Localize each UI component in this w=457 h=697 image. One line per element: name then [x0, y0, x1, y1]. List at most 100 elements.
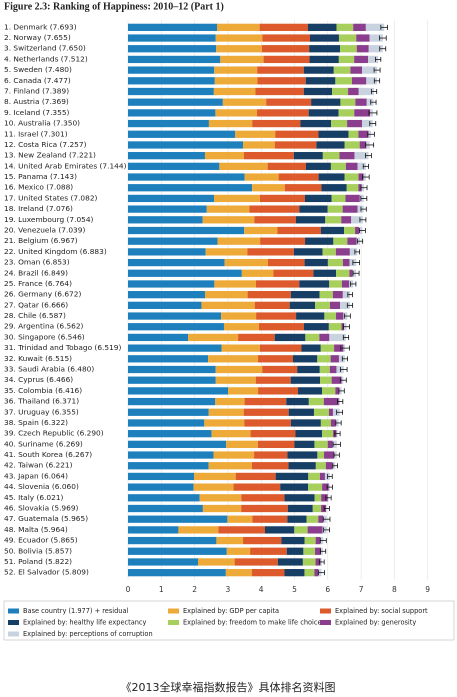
- bar-segment: [304, 194, 332, 203]
- bar-segment: [318, 515, 324, 523]
- bar-segment: [314, 440, 328, 448]
- bar-segment: [315, 536, 321, 545]
- bar-segment: [128, 355, 209, 363]
- bar-segment: [355, 98, 367, 106]
- bar-segment: [365, 23, 385, 31]
- bar-segment: [309, 34, 339, 42]
- bar-segment: [354, 109, 371, 117]
- y-tick-label: 28. Chile (6.587): [4, 311, 66, 320]
- chart-title: Figure 2.3: Ranking of Happiness: 2010–1…: [4, 1, 224, 12]
- bar-segment: [267, 162, 306, 170]
- bar-segment: [208, 355, 259, 363]
- error-bar: [362, 163, 369, 169]
- bar-segment: [252, 515, 288, 523]
- bar-segment: [295, 216, 326, 224]
- bar-segment: [299, 205, 328, 213]
- bar-segment: [359, 141, 367, 149]
- y-tick-label: 47. Guatemala (5.965): [4, 514, 88, 523]
- bar-segment: [325, 216, 342, 224]
- bar-segment: [221, 312, 257, 320]
- y-tick-label: 12. Costa Rica (7.257): [4, 140, 87, 149]
- bar-segment: [327, 440, 333, 448]
- y-tick-label: 5. Sweden (7.480): [4, 65, 72, 74]
- bar-segment: [193, 483, 234, 491]
- bar-segment: [128, 462, 209, 470]
- x-tick-label: 2: [192, 585, 197, 594]
- bar-segment: [214, 77, 258, 85]
- bar-segment: [358, 184, 362, 192]
- bar-segment: [266, 98, 312, 106]
- bar-segment: [341, 280, 350, 288]
- bar-segment: [128, 301, 202, 309]
- y-tick-label: 21. Belgium (6.967): [4, 236, 78, 245]
- y-tick-label: 25. France (6.764): [4, 279, 72, 288]
- error-bar: [340, 367, 348, 372]
- bar-segment: [325, 462, 333, 470]
- bar-segment: [257, 77, 306, 85]
- y-tick-label: 4. Netherlands (7.512): [4, 54, 88, 63]
- bar-segment: [349, 269, 353, 277]
- error-bar: [369, 121, 377, 127]
- bar-segment: [241, 504, 288, 513]
- bar-segment: [128, 87, 214, 96]
- error-bar: [318, 570, 325, 576]
- bar-segment: [264, 526, 295, 534]
- y-tick-label: 33. Saudi Arabia (6.480): [4, 365, 94, 374]
- bar-segment: [320, 226, 345, 235]
- error-bar: [340, 345, 350, 351]
- bar-segment: [235, 472, 276, 481]
- y-tick-label: 26. Germany (6.672): [4, 290, 81, 299]
- bar-segment: [247, 248, 294, 256]
- bar-segment: [244, 173, 279, 181]
- bar-segment: [128, 365, 216, 374]
- bar-segment: [213, 451, 255, 459]
- bar-segment: [324, 312, 337, 320]
- bar-segment: [319, 291, 333, 299]
- y-tick-label: 44. Slovenia (6.060): [4, 482, 79, 491]
- bar-segment: [219, 162, 268, 170]
- bar-segment: [356, 34, 370, 42]
- bar-segment: [250, 547, 287, 555]
- legend-label: Explained by: social support: [335, 607, 428, 615]
- y-tick-label: 34. Cyprus (6.466): [4, 375, 73, 384]
- bar-segment: [339, 301, 350, 309]
- bar-segment: [319, 333, 330, 342]
- bar-segment: [315, 301, 330, 309]
- bar-segment: [223, 323, 259, 331]
- y-tick-label: 30. Singapore (6.546): [4, 332, 85, 341]
- bar-segment: [128, 55, 221, 64]
- bar-segment: [303, 66, 334, 74]
- bar-segment: [316, 141, 345, 149]
- bar-segment: [197, 558, 235, 566]
- legend-label: Explained by: healthy life expectancy: [23, 619, 147, 627]
- legend-label: Explained by: GDP per capita: [183, 607, 279, 615]
- bar-segment: [318, 173, 345, 181]
- bar-segment: [352, 77, 367, 85]
- error-bar: [356, 238, 364, 244]
- error-bar: [332, 463, 338, 469]
- bar-segment: [321, 504, 327, 513]
- bar-segment: [329, 333, 346, 342]
- x-tick-label: 1: [159, 585, 164, 594]
- y-tick-label: 27. Qatar (6.666): [4, 300, 68, 309]
- bar-segment: [339, 152, 355, 160]
- bar-segment: [243, 152, 294, 160]
- bar-segment: [357, 162, 366, 170]
- bar-segment: [273, 269, 314, 277]
- error-bar: [341, 356, 349, 362]
- bar-segment: [178, 526, 219, 534]
- bar-segment: [329, 365, 337, 374]
- bar-segment: [294, 440, 315, 448]
- bar-segment: [128, 504, 203, 513]
- y-tick-label: 52. El Salvador (5.809): [4, 568, 89, 577]
- bar-segment: [328, 323, 342, 331]
- bar-segment: [258, 323, 304, 331]
- bar-segment: [342, 291, 351, 299]
- bar-segment: [128, 408, 209, 416]
- bar-segment: [128, 23, 218, 31]
- legend-swatch: [168, 608, 179, 614]
- bar-segment: [358, 87, 375, 96]
- legend-label: Explained by: perceptions of corruption: [23, 630, 153, 638]
- bar-segment: [244, 397, 287, 406]
- bar-segment: [128, 280, 215, 288]
